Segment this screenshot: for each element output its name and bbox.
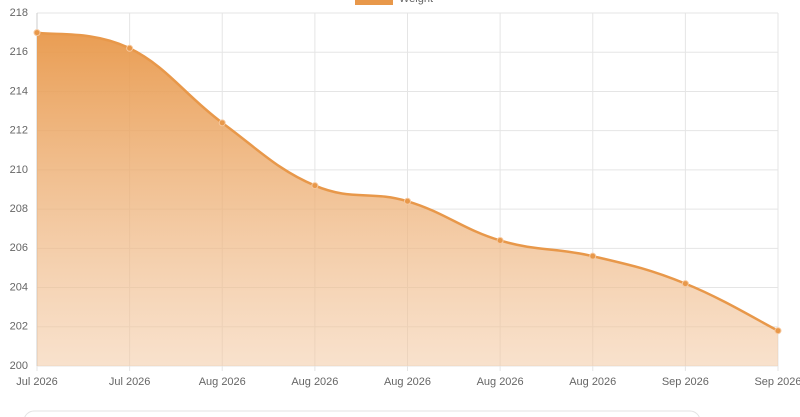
point bbox=[126, 44, 134, 52]
x-tick-label: Jul 2026 bbox=[109, 376, 151, 388]
x-tick-label: Aug 2026 bbox=[477, 376, 524, 388]
x-tick-label: Aug 2026 bbox=[384, 376, 431, 388]
y-tick-label: 206 bbox=[10, 242, 28, 254]
point bbox=[218, 119, 226, 127]
y-tick-label: 218 bbox=[10, 7, 28, 19]
x-tick-label: Jul 2026 bbox=[16, 376, 58, 388]
x-tick-label: Aug 2026 bbox=[199, 376, 246, 388]
y-tick-label: 210 bbox=[10, 164, 28, 176]
y-tick-label: 202 bbox=[10, 321, 28, 333]
area bbox=[37, 32, 778, 366]
y-tick-label: 208 bbox=[10, 203, 28, 215]
point bbox=[33, 29, 41, 37]
y-tick-label: 200 bbox=[10, 360, 28, 372]
point bbox=[311, 182, 319, 190]
x-tick-label: Sep 2026 bbox=[754, 376, 800, 388]
point bbox=[496, 236, 504, 244]
y-tick-label: 216 bbox=[10, 46, 28, 58]
point bbox=[589, 252, 597, 260]
point bbox=[774, 327, 782, 335]
x-tick-label: Sep 2026 bbox=[662, 376, 709, 388]
y-tick-label: 214 bbox=[10, 85, 28, 97]
x-tick-label: Aug 2026 bbox=[569, 376, 616, 388]
x-tick-label: Aug 2026 bbox=[291, 376, 338, 388]
point bbox=[681, 280, 689, 288]
legend-swatch bbox=[355, 0, 393, 5]
y-tick-label: 212 bbox=[10, 125, 28, 137]
panel-edge bbox=[24, 410, 700, 417]
y-tick-label: 204 bbox=[10, 281, 28, 293]
legend-label: Weight bbox=[399, 0, 433, 5]
point bbox=[404, 197, 411, 205]
